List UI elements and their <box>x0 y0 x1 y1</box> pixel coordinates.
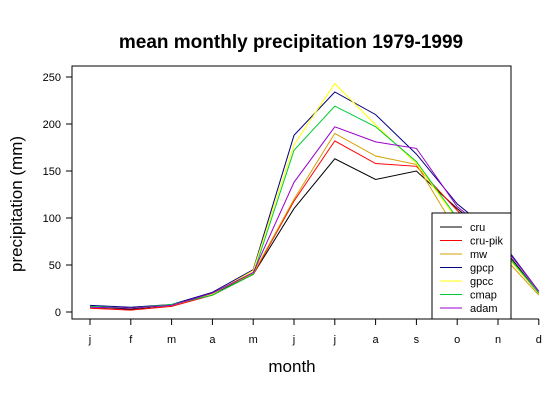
x-tick-label: a <box>209 334 216 346</box>
x-tick-label: j <box>333 334 336 346</box>
x-tick-label: o <box>454 334 460 346</box>
x-tick-label: j <box>292 334 295 346</box>
legend-box <box>431 212 512 320</box>
x-tick-label: m <box>167 334 176 346</box>
y-tick-label: 200 <box>43 119 61 131</box>
x-tick-label: f <box>129 334 133 346</box>
x-tick-label: d <box>536 334 542 346</box>
legend-label-cmap: cmap <box>470 290 497 302</box>
x-tick-label: m <box>249 334 258 346</box>
series-line-adam <box>89 126 540 309</box>
x-tick-label: n <box>495 334 501 346</box>
y-axis-label: precipitation (mm) <box>7 136 26 272</box>
x-tick-label: a <box>373 334 380 346</box>
y-tick-label: 0 <box>55 307 61 319</box>
legend-label-gpcc: gpcc <box>470 276 494 288</box>
y-axis: 0 50 100 150 200 250 <box>43 72 73 319</box>
x-tick-label: j <box>88 334 91 346</box>
y-tick-label: 250 <box>43 72 61 84</box>
legend-label-cru-pik: cru-pik <box>470 236 504 248</box>
legend-label-adam: adam <box>470 303 498 315</box>
legend-label-mw: mw <box>470 249 487 261</box>
chart-title: mean monthly precipitation 1979-1999 <box>119 32 463 53</box>
y-tick-label: 150 <box>43 166 61 178</box>
legend-label-gpcp: gpcp <box>470 263 494 275</box>
legend-label-cru: cru <box>470 222 485 234</box>
y-tick-label: 50 <box>49 260 61 272</box>
x-axis-label: month <box>268 357 315 376</box>
x-tick-label: s <box>414 334 420 346</box>
y-tick-label: 100 <box>43 213 61 225</box>
